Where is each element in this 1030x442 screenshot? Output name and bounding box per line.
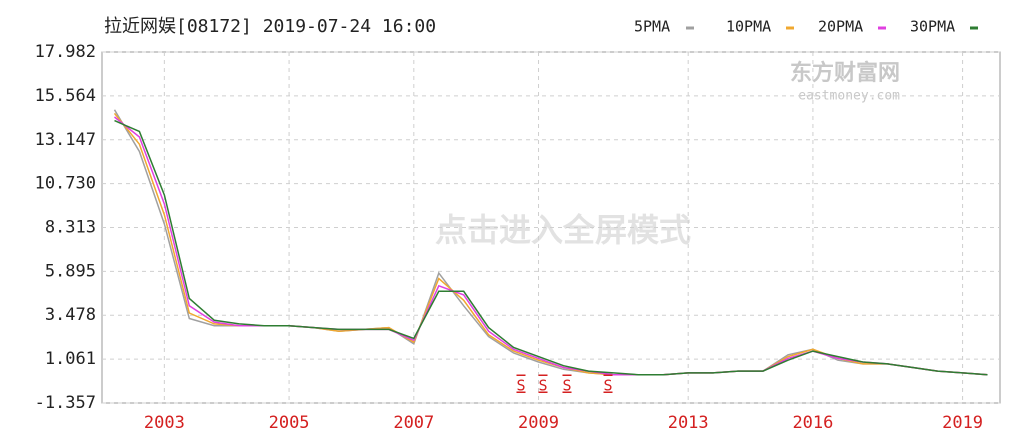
y-tick-label: -1.357 (35, 393, 96, 413)
fullscreen-hint[interactable]: 点击进入全屏模式 (435, 211, 691, 249)
split-marker: S (603, 377, 612, 395)
y-tick-label: 1.061 (45, 349, 96, 369)
legend-label: 10PMA (726, 18, 771, 36)
y-tick-label: 3.478 (45, 305, 96, 325)
y-tick-label: 13.147 (35, 130, 96, 150)
legend-label: 20PMA (818, 18, 863, 36)
x-tick-label: 2009 (518, 413, 559, 433)
y-tick-label: 17.982 (35, 42, 96, 62)
x-tick-label: 2016 (792, 413, 833, 433)
y-tick-label: 15.564 (35, 86, 96, 106)
watermark-logo: 东方财富网 (790, 60, 900, 86)
chart-title: 拉近网娱[08172] 2019-07-24 16:00 (104, 16, 436, 37)
split-marker: S (562, 377, 571, 395)
x-tick-label: 2005 (269, 413, 310, 433)
y-tick-label: 5.895 (45, 261, 96, 281)
x-tick-label: 2019 (942, 413, 983, 433)
y-tick-label: 8.313 (45, 217, 96, 237)
x-tick-label: 2013 (668, 413, 709, 433)
x-tick-label: 2003 (144, 413, 185, 433)
legend-label: 30PMA (910, 18, 955, 36)
split-marker: S (516, 377, 525, 395)
legend-label: 5PMA (634, 18, 670, 36)
x-tick-label: 2007 (393, 413, 434, 433)
ma-line (114, 119, 988, 376)
y-tick-label: 10.730 (35, 174, 96, 194)
split-marker: S (538, 377, 547, 395)
